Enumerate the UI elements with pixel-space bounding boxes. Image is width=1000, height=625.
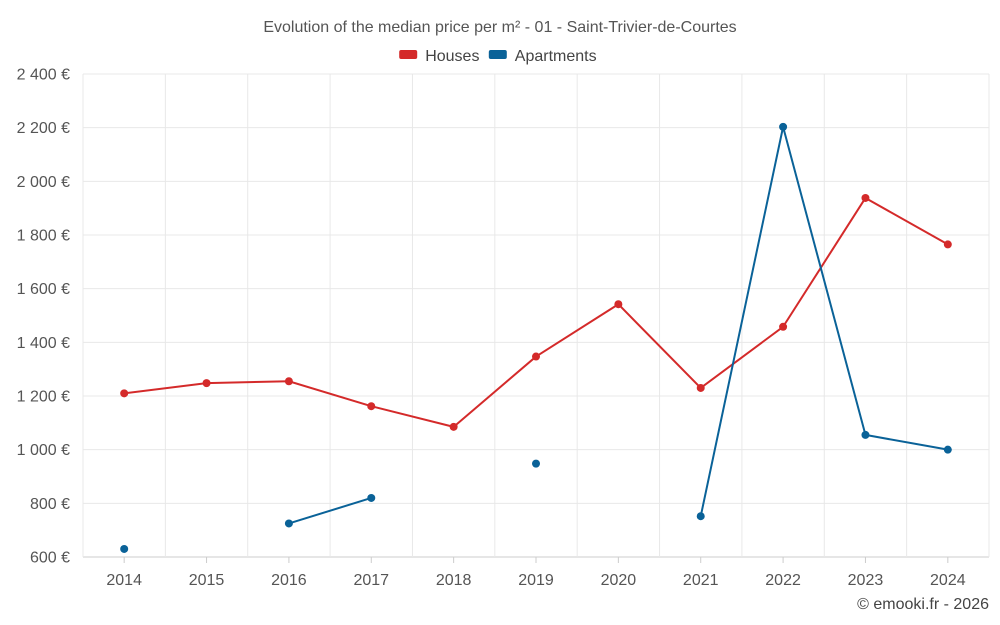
x-tick-label: 2020 bbox=[601, 572, 637, 589]
legend-swatch bbox=[399, 50, 418, 59]
legend: Houses Apartments bbox=[399, 48, 597, 65]
y-tick-label: 2 200 € bbox=[17, 120, 70, 137]
x-axis: 2014 2015 2016 2017 2018 2019 2020 2021 2022 2023… bbox=[106, 557, 966, 589]
y-tick-label: 600 € bbox=[30, 550, 70, 567]
series-line-apartments bbox=[288, 497, 372, 525]
legend-label: Apartments bbox=[515, 48, 597, 65]
y-tick-label: 800 € bbox=[30, 496, 70, 513]
grid bbox=[82, 73, 990, 558]
data-point-houses-2015[interactable] bbox=[202, 379, 211, 388]
data-point-apartments-2016[interactable] bbox=[284, 519, 293, 528]
x-tick-label: 2014 bbox=[106, 572, 142, 589]
plot-area bbox=[120, 122, 952, 553]
x-tick-label: 2017 bbox=[353, 572, 389, 589]
legend-item-apartments[interactable]: Apartments bbox=[488, 48, 597, 65]
x-tick-label: 2024 bbox=[930, 572, 966, 589]
y-tick-label: 1 800 € bbox=[17, 228, 70, 245]
x-tick-label: 2019 bbox=[518, 572, 554, 589]
y-axis: 600 € 800 € 1 000 € 1 200 € 1 400 € 1 600 € 1 … bbox=[17, 67, 70, 567]
data-point-houses-2019[interactable] bbox=[532, 352, 540, 361]
series-houses bbox=[120, 193, 952, 431]
data-point-houses-2020[interactable] bbox=[614, 300, 623, 309]
data-point-apartments-2017[interactable] bbox=[367, 493, 376, 502]
x-tick-label: 2021 bbox=[683, 572, 719, 589]
y-tick-label: 2 400 € bbox=[17, 67, 70, 84]
data-point-houses-2016[interactable] bbox=[284, 377, 293, 386]
legend-item-houses[interactable]: Houses bbox=[399, 48, 479, 65]
series-line-apartments bbox=[699, 125, 948, 517]
data-point-houses-2023[interactable] bbox=[861, 193, 870, 202]
data-point-houses-2017[interactable] bbox=[367, 402, 376, 411]
y-tick-label: 1 600 € bbox=[17, 281, 70, 298]
data-point-apartments-2019[interactable] bbox=[532, 459, 540, 468]
data-point-apartments-2021[interactable] bbox=[696, 512, 705, 521]
data-point-apartments-2024[interactable] bbox=[943, 445, 952, 454]
x-tick-label: 2023 bbox=[848, 572, 884, 589]
legend-swatch bbox=[488, 50, 507, 59]
data-point-apartments-2023[interactable] bbox=[861, 430, 870, 439]
data-point-houses-2014[interactable] bbox=[120, 389, 129, 398]
legend-label: Houses bbox=[425, 48, 479, 65]
data-point-houses-2018[interactable] bbox=[449, 422, 458, 431]
data-point-apartments-2014[interactable] bbox=[120, 544, 129, 553]
credit-label: © emooki.fr - 2026 bbox=[857, 596, 989, 613]
chart-title: Evolution of the median price per m² - 0… bbox=[263, 19, 736, 36]
series-apartments bbox=[120, 122, 952, 553]
x-tick-label: 2018 bbox=[436, 572, 472, 589]
x-tick-label: 2022 bbox=[765, 572, 801, 589]
y-tick-label: 1 000 € bbox=[17, 442, 70, 459]
data-point-houses-2021[interactable] bbox=[696, 383, 705, 392]
x-tick-label: 2015 bbox=[189, 572, 225, 589]
data-point-apartments-2022[interactable] bbox=[779, 122, 788, 131]
y-tick-label: 2 000 € bbox=[17, 174, 70, 191]
data-point-houses-2022[interactable] bbox=[779, 322, 788, 331]
y-tick-label: 1 200 € bbox=[17, 389, 70, 406]
y-tick-label: 1 400 € bbox=[17, 335, 70, 352]
data-point-houses-2024[interactable] bbox=[943, 240, 952, 249]
x-tick-label: 2016 bbox=[271, 572, 307, 589]
